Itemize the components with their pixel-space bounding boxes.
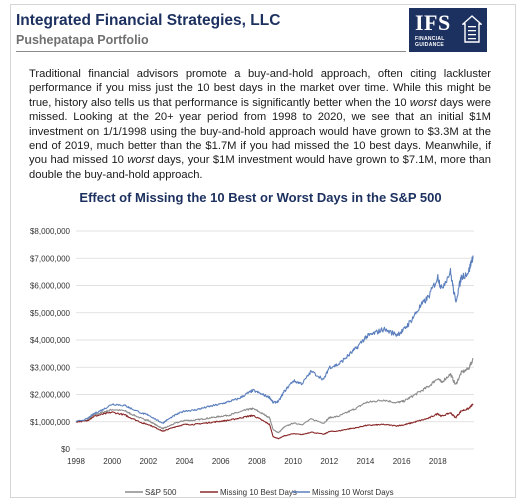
chart-legend: S&P 500 Missing 10 Best Days Missing 10 Wo… — [125, 488, 394, 497]
x-axis-ticks: 1998 2000 2002 2004 2006 2008 2010 2012 2014 2016… — [67, 457, 447, 466]
y-tick-label: $0 — [61, 445, 70, 454]
y-tick-label: $8,000,000 — [30, 227, 71, 236]
y-tick-label: $1,000,000 — [30, 418, 71, 427]
y-tick-label: $5,000,000 — [30, 309, 71, 318]
legend-label-0: S&P 500 — [145, 488, 177, 497]
y-tick-label: $3,000,000 — [30, 363, 71, 372]
x-tick-label: 2018 — [429, 457, 447, 466]
x-tick-label: 2000 — [103, 457, 121, 466]
x-tick-label: 2012 — [320, 457, 338, 466]
x-tick-label: 2016 — [393, 457, 411, 466]
y-tick-label: $2,000,000 — [30, 391, 71, 400]
y-axis-ticks: $0 $1,000,000 $2,000,000 $3,000,000 $4,000,0… — [30, 227, 71, 454]
x-tick-label: 1998 — [67, 457, 85, 466]
x-tick-label: 2010 — [284, 457, 302, 466]
legend-label-2: Missing 10 Worst Days — [312, 488, 394, 497]
x-tick-label: 2006 — [212, 457, 230, 466]
series-line-2 — [76, 256, 473, 424]
y-tick-label: $4,000,000 — [30, 336, 71, 345]
y-tick-label: $7,000,000 — [30, 254, 71, 263]
y-tick-label: $6,000,000 — [30, 282, 71, 291]
x-tick-label: 2008 — [248, 457, 266, 466]
legend-label-1: Missing 10 Best Days — [220, 488, 297, 497]
chart-series — [76, 256, 473, 439]
x-tick-label: 2002 — [139, 457, 157, 466]
x-tick-label: 2004 — [176, 457, 194, 466]
x-tick-label: 2014 — [357, 457, 375, 466]
